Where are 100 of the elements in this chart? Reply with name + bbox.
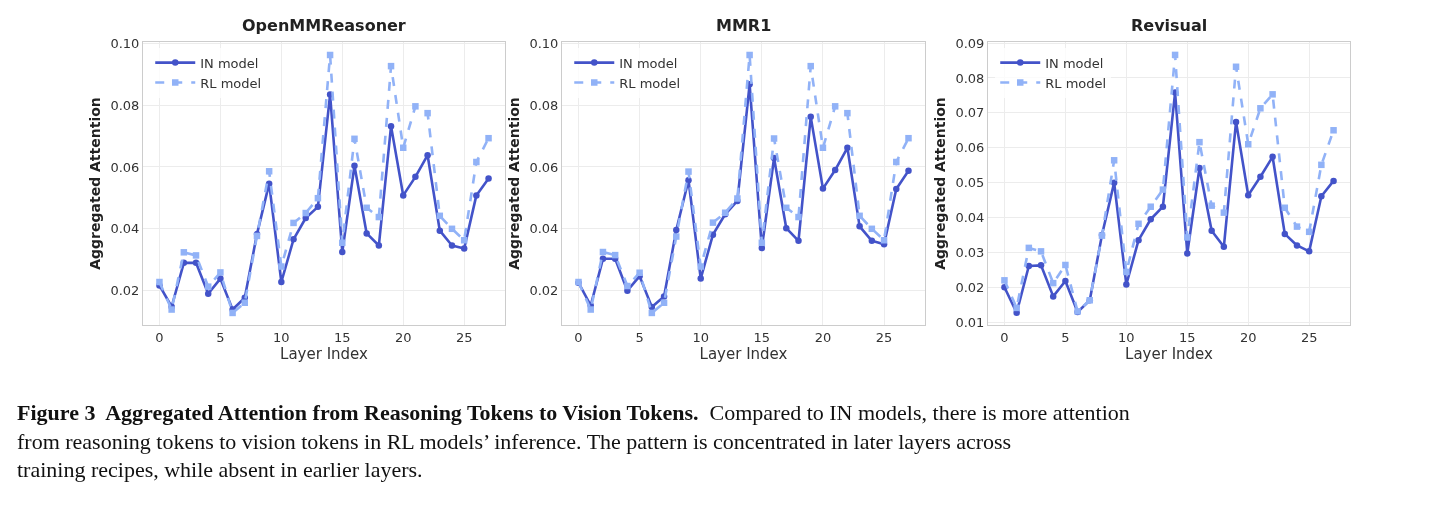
- point: [1244, 191, 1252, 199]
- point: [831, 103, 839, 110]
- point: [290, 219, 297, 227]
- point: [1013, 304, 1020, 312]
- point: [1001, 277, 1008, 284]
- point: [1062, 277, 1069, 285]
- point: [290, 236, 297, 243]
- x-tick-label: 5: [1061, 329, 1070, 345]
- point: [1220, 209, 1228, 216]
- point: [697, 275, 704, 282]
- point: [1318, 192, 1325, 200]
- y-tick-label: 0.06: [955, 140, 985, 156]
- point: [831, 166, 839, 174]
- point: [1049, 293, 1057, 300]
- point: [673, 226, 680, 234]
- x-tick-label: 0: [574, 329, 583, 345]
- point: [156, 278, 163, 286]
- y-tick-label: 0.06: [529, 159, 559, 175]
- point: [375, 242, 383, 249]
- point: [587, 306, 594, 313]
- point: [351, 135, 358, 143]
- point: [673, 233, 680, 240]
- point: [856, 223, 863, 230]
- point: [1257, 173, 1264, 180]
- point: [1135, 220, 1142, 228]
- point: [351, 162, 358, 169]
- y-tick-label: 0.04: [529, 221, 559, 237]
- point: [217, 269, 224, 276]
- point: [460, 245, 468, 252]
- point: [204, 290, 212, 298]
- point: [1037, 262, 1045, 269]
- y-tick-label: 0.10: [110, 35, 140, 51]
- point: [697, 263, 704, 270]
- point: [1208, 227, 1215, 235]
- y-tick-label: 0.02: [955, 279, 985, 295]
- point: [758, 239, 766, 246]
- x-tick-label: 15: [1179, 329, 1196, 345]
- point: [363, 204, 370, 212]
- point: [412, 103, 419, 110]
- legend-label: IN model: [200, 55, 259, 71]
- caption: Figure 3 Aggregated Attention from Reasoning Tokens to Vision Tokens.: [17, 400, 699, 425]
- point: [746, 51, 753, 59]
- x-tick-label: 15: [753, 329, 771, 345]
- point: [424, 151, 431, 159]
- x-tick-label: 10: [692, 329, 709, 345]
- y-tick-label: 0.06: [110, 159, 140, 175]
- y-tick-label: 0.02: [529, 283, 559, 299]
- x-tick-label: 0: [1000, 329, 1009, 345]
- y-tick-label: 0.05: [955, 175, 985, 191]
- point: [339, 248, 346, 256]
- point: [783, 224, 790, 232]
- x-tick-label: 0: [155, 329, 164, 345]
- point: [448, 242, 456, 249]
- point: [424, 109, 431, 117]
- y-tick-label: 0.08: [110, 97, 140, 113]
- point: [636, 269, 643, 276]
- point: [807, 113, 814, 121]
- point: [1269, 153, 1276, 161]
- point: [660, 299, 668, 306]
- point: [460, 237, 468, 244]
- point: [339, 239, 346, 246]
- point: [1184, 250, 1191, 257]
- point: [399, 192, 407, 199]
- point: [905, 134, 912, 142]
- point: [1159, 186, 1167, 193]
- point: [1196, 138, 1203, 146]
- point: [314, 203, 322, 211]
- y-axis-title: Aggregated Attention: [506, 97, 523, 270]
- point: [192, 252, 200, 259]
- point: [905, 167, 912, 174]
- x-tick-label: 25: [875, 329, 893, 345]
- x-tick-label: 20: [394, 329, 412, 345]
- point: [770, 135, 778, 142]
- point: [1220, 243, 1228, 251]
- point: [278, 278, 285, 286]
- point: [180, 249, 188, 256]
- point: [1293, 223, 1301, 230]
- point: [1281, 230, 1289, 238]
- point: [1037, 248, 1045, 255]
- legend-label: RL model: [619, 75, 681, 91]
- point: [265, 168, 273, 175]
- point: [1123, 281, 1130, 288]
- chart-title: MMR1: [716, 16, 772, 35]
- legend-label: RL model: [1045, 75, 1107, 91]
- point: [1318, 161, 1325, 169]
- chart-title: OpenMMReasoner: [242, 16, 406, 35]
- x-axis-title: Layer Index: [280, 344, 369, 363]
- x-tick-label: 5: [216, 329, 225, 345]
- point: [844, 144, 851, 152]
- point: [1123, 268, 1130, 276]
- point: [783, 204, 790, 212]
- y-tick-label: 0.07: [955, 105, 985, 121]
- point: [624, 282, 631, 290]
- x-tick-label: 10: [273, 329, 290, 345]
- x-axis-title: Layer Index: [699, 344, 788, 363]
- legend-label: IN model: [1045, 55, 1104, 71]
- x-tick-label: 15: [334, 329, 351, 345]
- point: [363, 230, 370, 237]
- point: [229, 309, 236, 317]
- point: [1147, 203, 1154, 210]
